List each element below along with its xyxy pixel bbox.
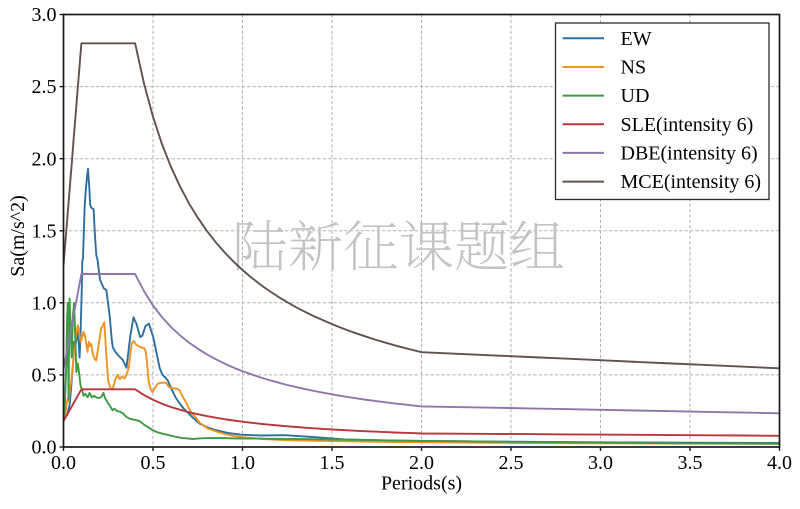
svg-text:1.5: 1.5 [320,452,345,474]
svg-text:1.0: 1.0 [230,452,255,474]
svg-text:2.5: 2.5 [32,76,57,98]
svg-text:0.5: 0.5 [32,365,57,387]
svg-text:Sa(m/s^2): Sa(m/s^2) [7,195,29,277]
svg-text:EW: EW [621,28,652,50]
svg-text:UD: UD [621,85,650,107]
svg-text:1.5: 1.5 [32,220,57,242]
svg-text:0.0: 0.0 [51,452,76,474]
svg-text:1.0: 1.0 [32,292,57,314]
svg-text:MCE(intensity 6): MCE(intensity 6) [621,171,762,193]
svg-text:SLE(intensity 6): SLE(intensity 6) [621,114,754,136]
svg-text:2.5: 2.5 [499,452,524,474]
svg-text:2.0: 2.0 [409,452,434,474]
svg-text:Periods(s): Periods(s) [381,473,462,495]
svg-text:3.5: 3.5 [678,452,703,474]
svg-text:0.5: 0.5 [141,452,166,474]
svg-text:NS: NS [621,57,647,79]
svg-text:3.0: 3.0 [32,4,57,26]
svg-text:2.0: 2.0 [32,148,57,170]
svg-text:0.0: 0.0 [32,437,57,459]
svg-text:3.0: 3.0 [588,452,613,474]
svg-text:DBE(intensity 6): DBE(intensity 6) [621,143,758,165]
svg-text:4.0: 4.0 [767,452,792,474]
